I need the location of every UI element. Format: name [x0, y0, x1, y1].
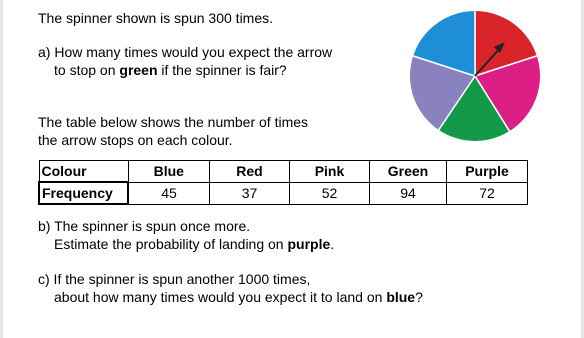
table-intro: The table below shows the number of time… [38, 114, 309, 130]
table-cell: 52 [289, 181, 370, 205]
table-intro: the arrow stops on each colour. [38, 132, 233, 148]
question-c: about how many times would you expect it… [54, 288, 423, 306]
question-b: b) The spinner is spun once more. [38, 218, 251, 234]
table-cell: Colour [38, 160, 129, 183]
table-cell: Purple [446, 160, 528, 183]
bold-text: blue [386, 289, 416, 305]
data-row: Frequency 45 37 52 94 72 [38, 181, 528, 205]
edge [0, 0, 3, 338]
table-cell: 37 [209, 181, 290, 205]
question-c: c) If the spinner is spun another 1000 t… [38, 271, 311, 287]
intro: The spinner shown is spun 300 times. [38, 10, 274, 26]
question-a: a) How many times would you expect the a… [38, 44, 333, 60]
text: about how many times would you expect it… [54, 289, 387, 305]
table-cell: 45 [127, 181, 210, 205]
question-b: Estimate the probability of landing on p… [54, 235, 334, 253]
table-cell: 94 [369, 181, 447, 205]
table-cell: Frequency [38, 181, 129, 205]
spinner-rim [408, 9, 542, 143]
edge [581, 0, 584, 338]
question-a: to stop on green if the spinner is fair? [54, 61, 287, 79]
table-cell: Pink [289, 160, 370, 183]
text: . [330, 236, 335, 252]
text: Estimate the probability of landing on [54, 236, 288, 252]
spinner-arrow [474, 46, 502, 77]
text: if the spinner is fair? [157, 62, 287, 78]
header-row: Colour Blue Red Pink Green Purple [38, 160, 528, 183]
table-cell: Green [369, 160, 447, 183]
frequency-table: Colour Blue Red Pink Green Purple Frequency 45… [38, 160, 528, 205]
bold-text: green [119, 62, 158, 78]
spinner [408, 9, 542, 143]
table-cell: 72 [446, 181, 528, 205]
arrow-head [494, 42, 505, 53]
text: to stop on [54, 62, 120, 78]
text: ? [415, 289, 423, 305]
bold-text: purple [287, 236, 331, 252]
table-cell: Red [209, 160, 290, 183]
table-cell: Blue [127, 160, 210, 183]
